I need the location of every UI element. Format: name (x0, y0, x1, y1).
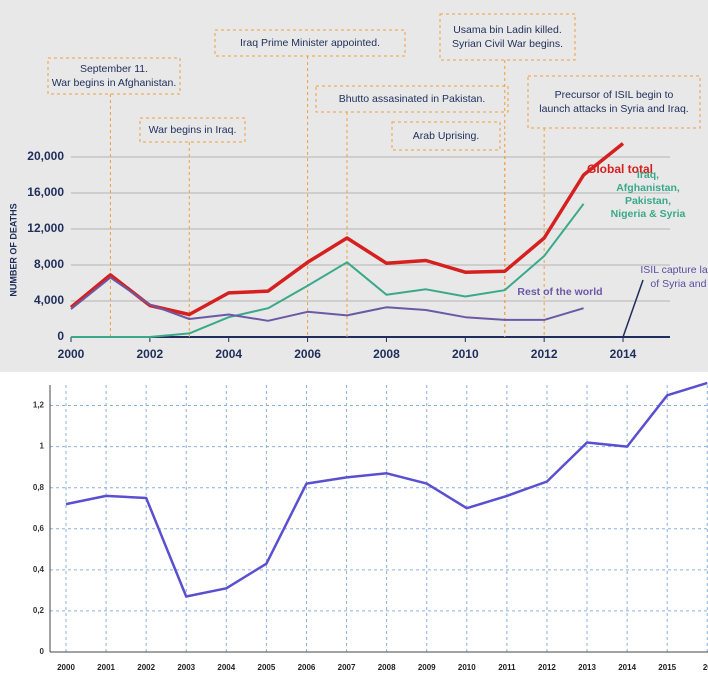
y-tick-label: 16,000 (27, 185, 64, 199)
bottom-panel (0, 372, 708, 684)
x-tick-label: 2008 (378, 663, 396, 672)
annotation: ISIL capture large p of Syria and Ira (622, 264, 708, 338)
x-tick-label: 2006 (294, 347, 321, 361)
annotation-text: launch attacks in Syria and Iraq. (539, 103, 688, 115)
annotation-text: Iraq Prime Minister appointed. (240, 37, 380, 49)
series-line (71, 203, 585, 338)
y-tick-label: 0,2 (33, 606, 45, 615)
y-tick-label: 8,000 (34, 257, 64, 271)
y-tick-label: 1 (40, 442, 45, 451)
annotation-box (47, 57, 181, 95)
x-tick-label: 2000 (57, 663, 75, 672)
x-tick-label: 2002 (137, 663, 155, 672)
annotation-text: September 11. (80, 63, 148, 75)
x-tick-label: 2001 (97, 663, 115, 672)
annotation: Bhutto assasinated in Pakistan. (315, 85, 509, 337)
annotation-text: Precursor of ISIL begin to (555, 89, 674, 101)
annotation-text: Bhutto assasinated in Pakistan. (339, 93, 486, 105)
x-tick-label: 2010 (452, 347, 479, 361)
y-tick-label: 0 (57, 329, 64, 343)
annotation-box (527, 75, 701, 129)
y-tick-label: 0,4 (33, 565, 45, 574)
x-tick-label: 2004 (217, 663, 235, 672)
annotation: War begins in Iraq. (139, 117, 246, 337)
legend-label: Iraq, Afghanistan, Pakistan, Nigeria & Syri… (611, 169, 686, 220)
annotation-box (439, 13, 576, 61)
annotation-text: ISIL capture large p (640, 264, 708, 276)
y-tick-label: 1,2 (33, 401, 45, 410)
y-axis-label: NUMBER OF DEATHS (8, 203, 18, 296)
annotation: September 11. War begins in Afghanistan. (47, 57, 181, 337)
annotation-text: Syrian Civil War begins. (452, 38, 563, 50)
x-tick-label: 2011 (498, 663, 516, 672)
annotation: Precursor of ISIL begin to launch attacks… (527, 75, 701, 337)
legend-label: Rest of the world (517, 286, 602, 298)
annotation-arrow (622, 279, 644, 338)
x-tick-label: 2005 (258, 663, 276, 672)
x-tick-label: 2002 (137, 347, 164, 361)
legend-label: Global total (587, 162, 653, 176)
x-tick-label: 2014 (618, 663, 636, 672)
x-tick-label: 2012 (531, 347, 558, 361)
annotation: Iraq Prime Minister appointed. (214, 29, 406, 337)
y-tick-label: 0 (40, 647, 45, 656)
annotation-text: War begins in Iraq. (149, 124, 237, 136)
x-tick-label: 2008 (373, 347, 400, 361)
y-tick-label: 20,000 (27, 149, 64, 163)
x-tick-label: 2000 (58, 347, 85, 361)
y-tick-label: 12,000 (27, 221, 64, 235)
annotation-box (391, 121, 501, 151)
y-tick-label: 0,6 (33, 524, 45, 533)
x-tick-label: 2009 (418, 663, 436, 672)
annotation-text: of Syria and Ira (650, 278, 708, 290)
annotation-box (315, 85, 509, 113)
annotation-text: Usama bin Ladin killed. (453, 24, 562, 36)
top-panel (0, 0, 708, 372)
annotation-box (139, 117, 246, 143)
x-tick-label: 2013 (578, 663, 596, 672)
x-tick-label: 2007 (338, 663, 356, 672)
y-tick-label: 4,000 (34, 293, 64, 307)
annotation-text: War begins in Afghanistan. (52, 77, 177, 89)
x-tick-label: 2003 (177, 663, 195, 672)
x-tick-label: 2010 (458, 663, 476, 672)
x-tick-label: 2004 (215, 347, 242, 361)
x-tick-label: 2012 (538, 663, 556, 672)
x-tick-label: 2006 (298, 663, 316, 672)
series-line (65, 381, 708, 598)
annotation-text: Arab Uprising. (413, 130, 480, 142)
x-tick-label: 2014 (610, 347, 637, 361)
x-tick-label: 2015 (658, 663, 676, 672)
series-line (70, 276, 584, 322)
x-tick-label: 20 (703, 663, 708, 672)
y-tick-label: 0,8 (33, 483, 45, 492)
